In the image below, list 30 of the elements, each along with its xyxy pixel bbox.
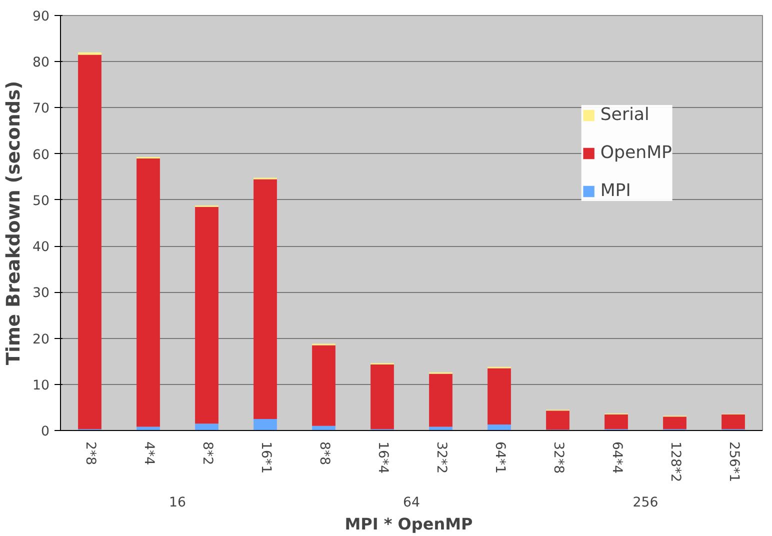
x-tick-label: 32*8 — [550, 442, 566, 474]
x-tick-label: 256*1 — [726, 442, 741, 482]
y-tick-label: 10 — [32, 378, 50, 394]
x-tick-label: 64*4 — [608, 442, 624, 474]
legend-label: Serial — [600, 105, 650, 125]
x-tick-label: 8*8 — [316, 442, 332, 466]
y-tick-label: 0 — [41, 424, 50, 440]
x-tick-label: 64*1 — [492, 442, 507, 474]
x-tick-label: 32*2 — [433, 442, 448, 474]
y-tick-label: 60 — [32, 148, 50, 163]
x-tick-label: 8*2 — [199, 442, 214, 466]
y-tick-label: 20 — [32, 332, 50, 348]
text: 16 — [169, 496, 186, 510]
y-axis-title: Time Breakdown (seconds) — [4, 80, 25, 366]
x-tick-label: 2*8 — [82, 442, 98, 466]
y-tick-label: 90 — [32, 10, 50, 24]
y-tick-label: 30 — [32, 286, 50, 302]
x-tick-label: 16*4 — [374, 442, 390, 474]
x-tick-label: 128*2 — [667, 442, 682, 482]
y-tick-label: 50 — [32, 194, 50, 209]
text: 64 — [403, 496, 420, 510]
y-tick-label: 40 — [32, 240, 50, 256]
legend-label: OpenMP — [600, 143, 672, 163]
x-tick-label: 4*4 — [140, 442, 156, 466]
x-tick-label: 16*1 — [258, 442, 273, 474]
y-tick-label: 70 — [32, 102, 50, 117]
text: 256 — [632, 496, 658, 510]
x-axis-title: MPI * OpenMP — [344, 514, 474, 534]
y-tick-label: 80 — [32, 56, 50, 71]
legend-label: MPI — [600, 181, 631, 201]
